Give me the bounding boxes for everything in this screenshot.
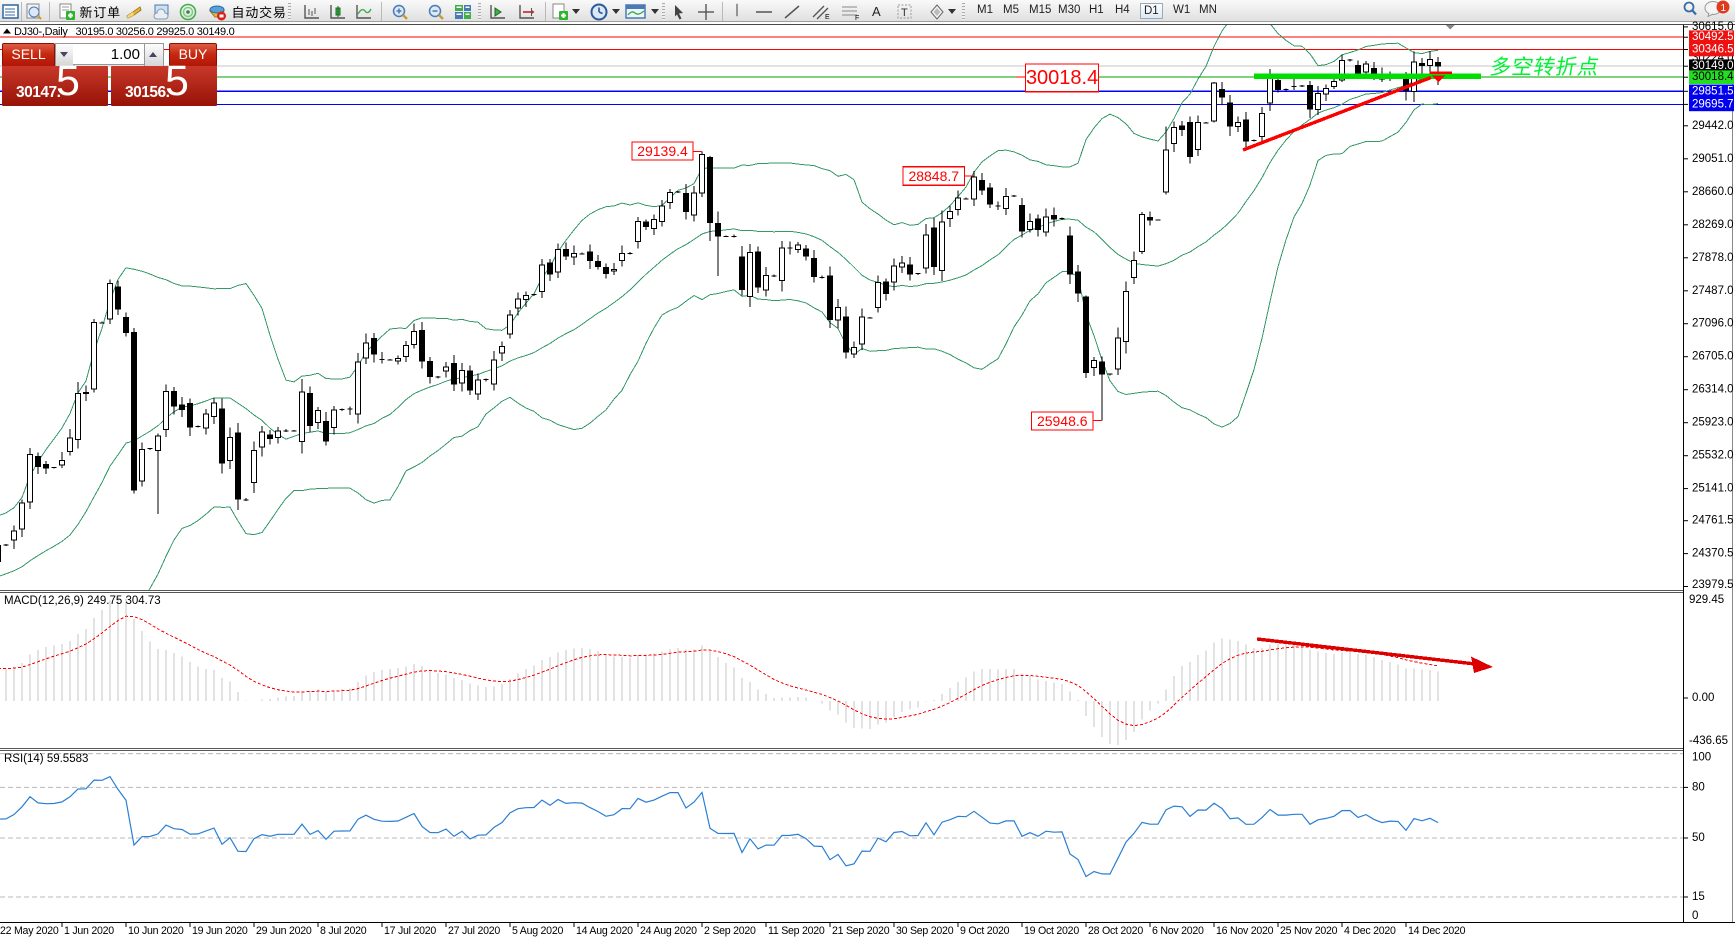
svg-text:16 Nov 2020: 16 Nov 2020 <box>1216 925 1274 937</box>
svg-text:25923.0: 25923.0 <box>1692 417 1734 429</box>
svg-text:14 Aug 2020: 14 Aug 2020 <box>576 925 633 937</box>
svg-text:30 Sep 2020: 30 Sep 2020 <box>896 925 954 937</box>
svg-text:29851.5: 29851.5 <box>1692 85 1734 97</box>
svg-text:9 Oct 2020: 9 Oct 2020 <box>960 925 1010 937</box>
svg-text:30346.5: 30346.5 <box>1692 44 1734 56</box>
svg-text:1: 1 <box>1721 3 1727 14</box>
svg-text:28 Oct 2020: 28 Oct 2020 <box>1088 925 1143 937</box>
svg-text:26705.0: 26705.0 <box>1692 351 1734 363</box>
svg-text:11 Sep 2020: 11 Sep 2020 <box>768 925 825 937</box>
svg-text:14 Dec 2020: 14 Dec 2020 <box>1408 925 1466 937</box>
svg-text:17 Jul 2020: 17 Jul 2020 <box>384 925 436 937</box>
svg-text:21 Sep 2020: 21 Sep 2020 <box>832 925 890 937</box>
svg-text:27096.0: 27096.0 <box>1692 318 1734 330</box>
svg-text:29051.0: 29051.0 <box>1692 153 1734 165</box>
svg-text:100: 100 <box>1692 752 1711 764</box>
svg-text:8 Jul 2020: 8 Jul 2020 <box>320 925 367 937</box>
svg-text:6 Nov 2020: 6 Nov 2020 <box>1152 925 1204 937</box>
svg-text:929.45: 929.45 <box>1689 594 1724 606</box>
svg-text:19 Jun 2020: 19 Jun 2020 <box>192 925 248 937</box>
svg-text:28269.0: 28269.0 <box>1692 219 1734 231</box>
svg-text:RSI(14) 59.5583: RSI(14) 59.5583 <box>4 753 88 765</box>
svg-text:-436.65: -436.65 <box>1689 735 1728 747</box>
svg-text:30615.0: 30615.0 <box>1692 21 1734 33</box>
svg-text:19 Oct 2020: 19 Oct 2020 <box>1024 925 1079 937</box>
svg-text:5 Aug 2020: 5 Aug 2020 <box>512 925 563 937</box>
svg-text:29695.7: 29695.7 <box>1692 98 1734 110</box>
svg-text:29442.0: 29442.0 <box>1692 120 1734 132</box>
svg-text:DJ30-,Daily 30195.0 30256.0 2: DJ30-,Daily 30195.0 30256.0 29925.0 3014… <box>14 26 235 38</box>
svg-text:27487.0: 27487.0 <box>1692 285 1734 297</box>
svg-text:24 Aug 2020: 24 Aug 2020 <box>640 925 697 937</box>
svg-text:27 Jul 2020: 27 Jul 2020 <box>448 925 500 937</box>
svg-text:25532.0: 25532.0 <box>1692 450 1734 462</box>
svg-text:10 Jun 2020: 10 Jun 2020 <box>128 925 184 937</box>
svg-text:50: 50 <box>1692 832 1705 844</box>
svg-text:30492.5: 30492.5 <box>1692 31 1734 43</box>
svg-text:E: E <box>825 14 830 21</box>
svg-text:28848.7: 28848.7 <box>908 168 959 184</box>
svg-text:26314.0: 26314.0 <box>1692 384 1734 396</box>
svg-text:4 Dec 2020: 4 Dec 2020 <box>1344 925 1396 937</box>
svg-text:29 Jun 2020: 29 Jun 2020 <box>256 925 312 937</box>
svg-text:30018.4: 30018.4 <box>1692 71 1734 83</box>
svg-text:25 Nov 2020: 25 Nov 2020 <box>1280 925 1338 937</box>
svg-text:25141.0: 25141.0 <box>1692 483 1734 495</box>
svg-text:22 May 2020: 22 May 2020 <box>0 925 59 937</box>
svg-text:30149.0: 30149.0 <box>1692 60 1734 72</box>
svg-text:28660.0: 28660.0 <box>1692 186 1734 198</box>
svg-text:0.00: 0.00 <box>1692 692 1714 704</box>
svg-text:27878.0: 27878.0 <box>1692 252 1734 264</box>
svg-text:1 Jun 2020: 1 Jun 2020 <box>64 925 114 937</box>
svg-text:23979.5: 23979.5 <box>1692 579 1734 591</box>
svg-text:MACD(12,26,9) 249.75 304.73: MACD(12,26,9) 249.75 304.73 <box>4 595 161 607</box>
svg-text:0: 0 <box>1692 910 1698 922</box>
svg-text:24761.5: 24761.5 <box>1692 515 1734 527</box>
svg-text:T: T <box>901 7 908 19</box>
svg-text:F: F <box>855 15 859 21</box>
svg-text:29139.4: 29139.4 <box>637 143 688 159</box>
svg-text:15: 15 <box>1692 891 1705 903</box>
svg-text:24370.5: 24370.5 <box>1692 548 1734 560</box>
svg-text:2 Sep 2020: 2 Sep 2020 <box>704 925 756 937</box>
svg-text:80: 80 <box>1692 781 1705 793</box>
svg-text:30018.4: 30018.4 <box>1026 67 1098 89</box>
svg-text:25948.6: 25948.6 <box>1037 413 1088 429</box>
